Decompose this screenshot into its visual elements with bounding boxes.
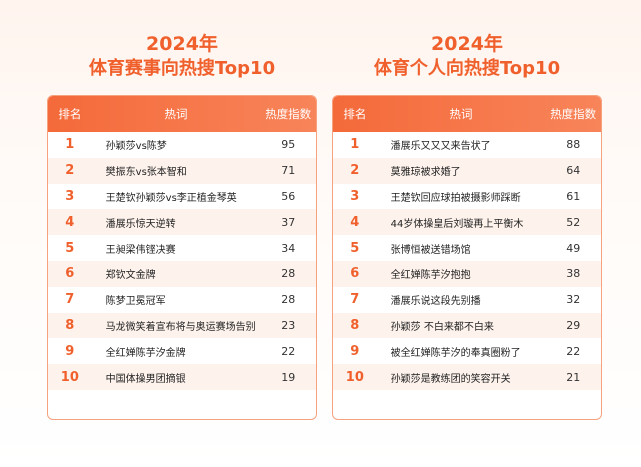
row-score: 61 (566, 189, 581, 203)
row-rank: 2 (65, 163, 75, 179)
row-score: 37 (281, 215, 296, 229)
header-term: 热词 (164, 107, 188, 121)
table-row: 6 全红婵陈芋汐抱抱 38 (333, 260, 601, 287)
row-rank: 10 (345, 369, 364, 385)
table-header: 排名 热词 热度指数 (333, 96, 601, 132)
header-score: 热度指数 (265, 107, 312, 121)
row-rank: 1 (350, 137, 360, 153)
row-term: 44岁体操皇后刘璇再上平衡木 (390, 218, 524, 230)
row-score: 21 (566, 370, 581, 384)
row-rank: 6 (350, 266, 360, 282)
row-score: 32 (566, 293, 581, 307)
table-row: 1 潘展乐又又又来告状了 88 (333, 132, 601, 158)
row-term: 陈梦卫冕冠军 (105, 296, 166, 308)
row-rank: 7 (350, 292, 360, 308)
row-term: 全红婵陈芋汐抱抱 (390, 270, 471, 282)
table-row: 6 郑钦文金牌 28 (48, 260, 316, 287)
row-score: 23 (281, 318, 296, 332)
row-score: 38 (566, 267, 581, 281)
panel-title: 体育个人向热搜Top10 (373, 58, 561, 79)
row-term: 全红婵陈芋汐金牌 (105, 347, 186, 359)
table-body: 1 潘展乐又又又来告状了 88 2 莫雅琼被求婚了 64 3 王楚钦回应球拍被摄影师踩断 6… (333, 132, 601, 390)
row-term: 王楚钦回应球拍被摄影师踩断 (390, 192, 521, 204)
table-row: 7 潘展乐说这段先别播 32 (333, 287, 601, 313)
row-score: 56 (281, 189, 296, 203)
row-rank: 4 (350, 214, 360, 230)
row-score: 52 (566, 215, 581, 229)
row-term: 郑钦文金牌 (105, 270, 156, 282)
table-row: 5 张博恒被送错场馆 49 (333, 235, 601, 261)
row-rank: 10 (60, 369, 79, 385)
row-rank: 9 (65, 343, 75, 359)
sports-events-panel: 2024年 体育赛事向热搜Top10 排名 热词 热度指数 1 孙颖莎vs陈梦 95… (47, 32, 317, 420)
row-score: 95 (281, 138, 296, 152)
row-rank: 5 (350, 240, 360, 256)
row-term: 孙颖莎是教练团的笑容开关 (390, 373, 511, 385)
table-row: 1 孙颖莎vs陈梦 95 (48, 132, 316, 158)
table-row: 8 孙颖莎 不白来都不白来 29 (333, 312, 601, 339)
row-score: 29 (566, 318, 581, 332)
row-score: 71 (281, 164, 296, 178)
row-rank: 8 (65, 317, 75, 333)
table-row: 9 全红婵陈芋汐金牌 22 (48, 338, 316, 364)
row-rank: 9 (350, 343, 360, 359)
row-term: 张博恒被送错场馆 (390, 244, 471, 256)
row-rank: 3 (350, 188, 360, 204)
table-row: 3 王楚钦回应球拍被摄影师踩断 61 (333, 184, 601, 210)
table-row: 9 被全红婵陈芋汐的奉真圈粉了 22 (333, 338, 601, 364)
row-score: 19 (281, 370, 296, 384)
row-score: 34 (281, 241, 296, 255)
header-term: 热词 (449, 107, 473, 121)
row-rank: 6 (65, 266, 75, 282)
table-row: 2 莫雅琼被求婚了 64 (333, 157, 601, 184)
row-term: 马龙微笑着宣布将与奥运赛场告别 (105, 321, 256, 333)
row-term: 孙颖莎 不白来都不白来 (390, 321, 494, 333)
ranking-table: 排名 热词 热度指数 1 孙颖莎vs陈梦 95 2 樊振东vs张本智和 71 3 王楚钦孙… (47, 95, 317, 420)
row-score: 22 (566, 344, 581, 358)
row-rank: 3 (65, 188, 75, 204)
row-rank: 5 (65, 240, 75, 256)
row-score: 28 (281, 267, 296, 281)
ranking-table: 排名 热词 热度指数 1 潘展乐又又又来告状了 88 2 莫雅琼被求婚了 64 3 王楚钦… (332, 95, 602, 420)
header-rank: 排名 (58, 107, 82, 121)
table-row: 5 王昶梁伟铿决赛 34 (48, 235, 316, 261)
table-row: 4 潘展乐惊天逆转 37 (48, 209, 316, 236)
header-rank: 排名 (343, 107, 367, 121)
row-term: 莫雅琼被求婚了 (390, 167, 461, 179)
row-rank: 1 (65, 137, 75, 153)
table-row: 3 王楚钦孙颖莎vs李正植金琴英 56 (48, 184, 316, 210)
row-score: 64 (566, 164, 581, 178)
row-rank: 2 (350, 163, 360, 179)
row-term: 潘展乐惊天逆转 (105, 218, 176, 230)
row-score: 28 (281, 293, 296, 307)
row-term: 孙颖莎vs陈梦 (105, 141, 167, 153)
table-row: 4 44岁体操皇后刘璇再上平衡木 52 (333, 209, 601, 236)
table-row: 8 马龙微笑着宣布将与奥运赛场告别 23 (48, 312, 316, 339)
row-term: 潘展乐又又又来告状了 (390, 141, 491, 153)
table-body: 1 孙颖莎vs陈梦 95 2 樊振东vs张本智和 71 3 王楚钦孙颖莎vs李正植金琴英 5… (48, 132, 316, 390)
table-row: 2 樊振东vs张本智和 71 (48, 157, 316, 184)
row-term: 中国体操男团摘银 (105, 373, 186, 385)
header-score: 热度指数 (550, 107, 597, 121)
row-term: 樊振东vs张本智和 (105, 167, 187, 179)
panel-title: 体育赛事向热搜Top10 (88, 58, 276, 79)
row-term: 王楚钦孙颖莎vs李正植金琴英 (105, 192, 237, 204)
row-rank: 7 (65, 292, 75, 308)
row-score: 49 (566, 241, 581, 255)
table-row: 10 孙颖莎是教练团的笑容开关 21 (333, 364, 601, 390)
table-row: 7 陈梦卫冕冠军 28 (48, 287, 316, 313)
table-row: 10 中国体操男团摘银 19 (48, 364, 316, 390)
row-rank: 4 (65, 214, 75, 230)
row-term: 王昶梁伟铿决赛 (105, 244, 176, 256)
row-rank: 8 (350, 317, 360, 333)
row-score: 22 (281, 344, 296, 358)
panel-year: 2024年 (431, 33, 503, 55)
row-term: 潘展乐说这段先别播 (390, 296, 481, 308)
sports-individual-panel: 2024年 体育个人向热搜Top10 排名 热词 热度指数 1 潘展乐又又又来告状… (332, 32, 602, 420)
panel-year: 2024年 (146, 33, 218, 55)
row-score: 88 (566, 138, 581, 152)
table-header: 排名 热词 热度指数 (48, 96, 316, 132)
row-term: 被全红婵陈芋汐的奉真圈粉了 (390, 347, 521, 359)
